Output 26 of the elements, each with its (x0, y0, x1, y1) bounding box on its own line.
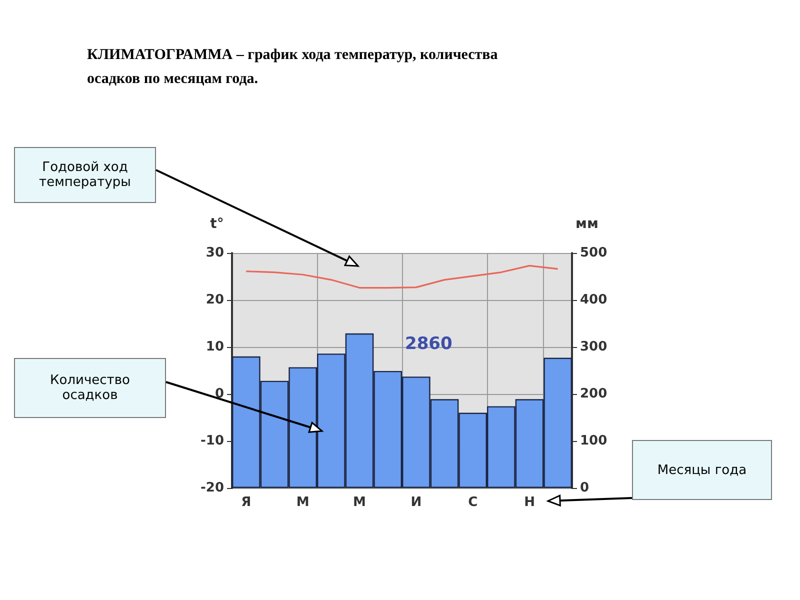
y-tick-label: 20 (206, 292, 224, 308)
chart-title: КЛИМАТОГРАММА – график хода температур, количества осадков по месяцам года. (87, 47, 502, 87)
y-tick-label: -10 (200, 434, 224, 448)
x-tick-label: Н (524, 495, 535, 510)
x-tick-label: М (296, 495, 310, 510)
y-tick-label: 10 (206, 340, 224, 354)
y-axis-title: t° (210, 216, 224, 232)
y-tick-label: 30 (206, 246, 224, 260)
text: Месяцы года (657, 462, 747, 478)
line-series (245, 264, 559, 289)
y-tick-label: -20 (200, 480, 224, 496)
y2-tick-label: 500 (580, 246, 608, 260)
y2-tick-label: 200 (580, 386, 608, 402)
x-tick-label: И (410, 495, 422, 510)
text: Количество осадков (49, 373, 131, 403)
y2-tick-label: 400 (580, 292, 608, 308)
y-tick-label: 0 (214, 386, 224, 402)
y2-tick-label: 0 (580, 480, 590, 496)
x-tick-label: Я (241, 495, 252, 510)
text: Годовой ход температуры (38, 160, 132, 190)
x-tick-label: М (353, 495, 366, 510)
y2-tick-label: 300 (580, 340, 608, 354)
y2-tick-label: 100 (580, 434, 608, 448)
x-tick-label: С (468, 495, 478, 510)
y2-axis-title: мм (576, 216, 598, 232)
annotation: 2860 (405, 334, 452, 354)
